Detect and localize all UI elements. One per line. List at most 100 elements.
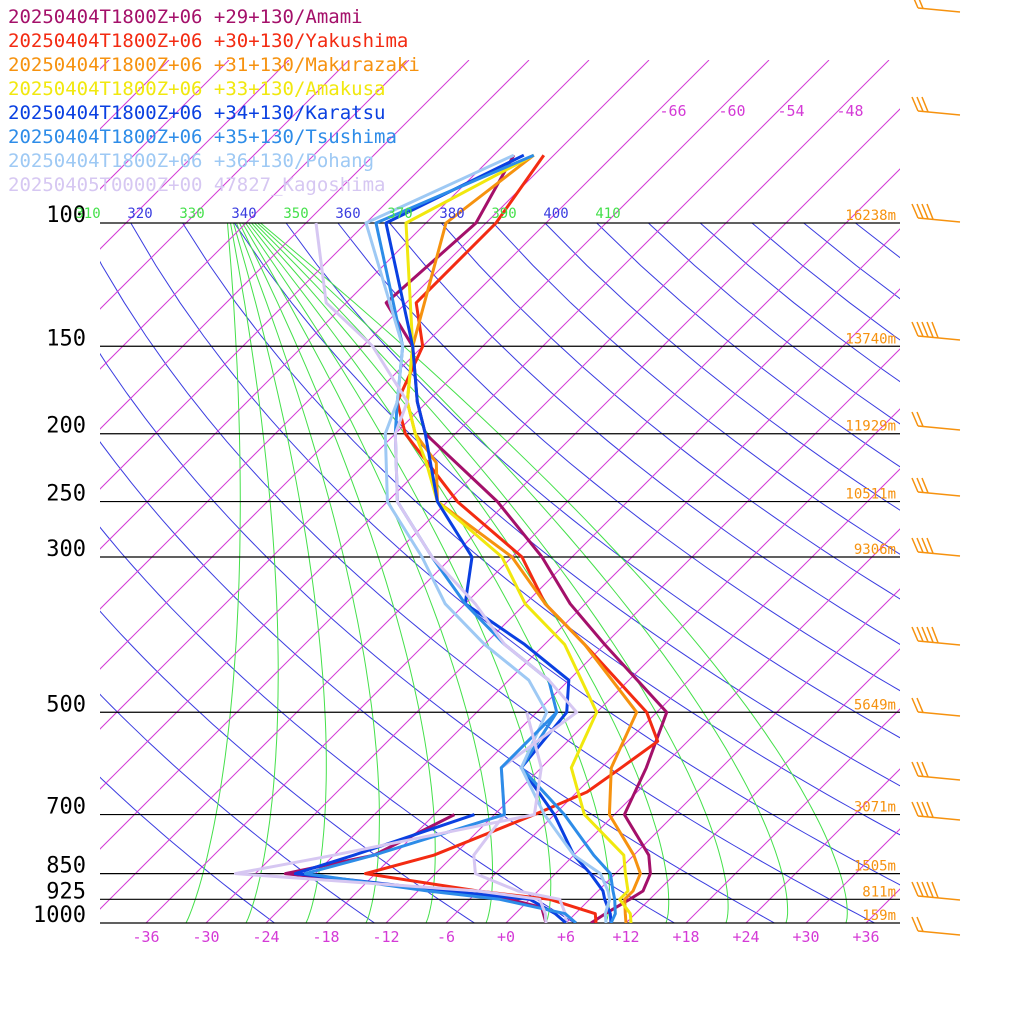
isotherm-line xyxy=(100,60,890,850)
temperature-tick-label: +30 xyxy=(792,928,819,946)
height-label: 159m xyxy=(862,908,896,924)
isotherm-line xyxy=(145,168,900,923)
isotherm-line xyxy=(565,588,900,923)
wind-barb xyxy=(911,881,961,901)
isotherm-line xyxy=(926,60,1024,923)
wind-barb xyxy=(911,477,961,497)
temperature-tick-label: -24 xyxy=(252,928,279,946)
isotherm-line xyxy=(205,228,900,923)
legend-item: 20250404T1800Z+06 +33+130/Amakusa xyxy=(8,78,386,100)
wind-barb xyxy=(911,321,961,341)
heights-layer: 16238m 13740m 11929m 10511m 9306m 5649m 3071m 1… xyxy=(845,208,896,924)
height-label: 11929m xyxy=(845,419,896,435)
theta-label: 400 xyxy=(543,206,568,222)
temperature-tick-label: -36 xyxy=(132,928,159,946)
isotherm-line xyxy=(100,60,290,250)
moist-adiabat-line xyxy=(260,222,848,923)
isotherms-layer xyxy=(100,60,1024,923)
theta-label: 380 xyxy=(439,206,464,222)
isotherm-line xyxy=(385,408,900,923)
height-label: 3071m xyxy=(854,800,896,816)
height-label: 1505m xyxy=(854,859,896,875)
profile-line xyxy=(384,154,669,923)
dry-adiabat-line xyxy=(648,222,900,425)
wind-barb xyxy=(913,0,961,13)
legend-item: 20250404T1800Z+06 +34+130/Karatsu xyxy=(8,102,386,124)
wind-barb xyxy=(911,96,961,116)
wind-barbs-layer xyxy=(911,0,961,936)
moist-adiabat-line xyxy=(239,222,436,923)
ticks-layer: -36 -30 -24 -18 -12 -6 +0 +6 +12 +18 +24 +30 +36 -66 -… xyxy=(132,102,879,946)
profile-line xyxy=(293,813,567,923)
upper-temperature-tick-label: -54 xyxy=(777,102,804,120)
temperature-tick-label: -30 xyxy=(192,928,219,946)
temperature-tick-label: +6 xyxy=(557,928,575,946)
pressure-label: 850 xyxy=(46,854,86,879)
pressure-label: 100 xyxy=(46,203,86,228)
temperature-tick-label: +36 xyxy=(852,928,879,946)
theta-label: 330 xyxy=(179,206,204,222)
pressure-label: 200 xyxy=(46,414,86,439)
dry-adiabat-line xyxy=(100,441,675,923)
wind-barb xyxy=(911,801,961,821)
pressure-label: 250 xyxy=(46,482,86,507)
theta-label: 340 xyxy=(231,206,256,222)
profile-line xyxy=(405,154,642,923)
profile-line xyxy=(233,711,548,923)
dry-adiabat-line xyxy=(751,222,900,341)
legend-item: 20250404T1800Z+06 +36+130/Pohang xyxy=(8,150,374,172)
theta-label: 370 xyxy=(387,206,412,222)
upper-temperature-tick-label: -60 xyxy=(718,102,745,120)
theta-label: 310 xyxy=(75,206,100,222)
moist-adiabat-line xyxy=(236,222,380,923)
wind-barb xyxy=(911,626,961,646)
pressure-label: 300 xyxy=(46,537,86,562)
isotherm-line xyxy=(445,468,900,923)
isotherm-line xyxy=(986,60,1024,923)
upper-temperature-tick-label: -66 xyxy=(659,102,686,120)
isotherm-line xyxy=(100,60,410,370)
legend-item: 20250405T0000Z+00 47827_Kagoshima xyxy=(8,174,386,196)
wind-barb xyxy=(911,203,961,223)
dry-adiabat-line xyxy=(596,222,900,468)
dry-adiabat-line xyxy=(182,222,900,836)
profile-line xyxy=(364,153,612,923)
legend-item: 20250404T1800Z+06 +30+130/Yakushima xyxy=(8,30,408,52)
isotherm-line xyxy=(505,528,900,923)
legend: 20250404T1800Z+06 +29+130/Amami20250404T… xyxy=(8,6,420,196)
isotherm-line xyxy=(100,60,770,730)
pressure-label: 925 xyxy=(46,879,86,904)
temperature-tick-label: +24 xyxy=(732,928,759,946)
height-label: 13740m xyxy=(845,331,896,347)
profiles-layer xyxy=(233,153,669,923)
isotherm-line xyxy=(100,60,470,430)
dry-adiabat-line xyxy=(544,222,900,511)
temperature-tick-label: +0 xyxy=(497,928,515,946)
wind-barb xyxy=(911,916,961,936)
temperature-tick-label: -6 xyxy=(437,928,455,946)
theta-label: 350 xyxy=(283,206,308,222)
isotherm-line xyxy=(685,708,900,923)
isotherm-line xyxy=(100,108,900,910)
wind-barb xyxy=(911,411,961,431)
legend-item: 20250404T1800Z+06 +31+130/Makurazaki xyxy=(8,54,420,76)
isotherm-line xyxy=(100,60,530,490)
theta-label: 320 xyxy=(127,206,152,222)
pressure-label: 1000 xyxy=(33,903,86,928)
isotherm-line xyxy=(100,60,710,670)
pressure-label: 700 xyxy=(46,795,86,820)
legend-item: 20250404T1800Z+06 +35+130/Tsushima xyxy=(8,126,397,148)
isotherm-line xyxy=(100,60,350,310)
temperature-tick-label: -12 xyxy=(372,928,399,946)
height-label: 5649m xyxy=(854,697,896,713)
isotherm-line xyxy=(325,348,900,923)
isotherm-line xyxy=(745,768,900,923)
isotherm-line xyxy=(805,828,900,923)
moist-adiabat-line xyxy=(230,222,279,923)
height-label: 9306m xyxy=(854,542,896,558)
height-label: 16238m xyxy=(845,208,896,224)
height-label: 10511m xyxy=(845,487,896,503)
pressure-label: 150 xyxy=(46,326,86,351)
theta-label: 390 xyxy=(491,206,516,222)
